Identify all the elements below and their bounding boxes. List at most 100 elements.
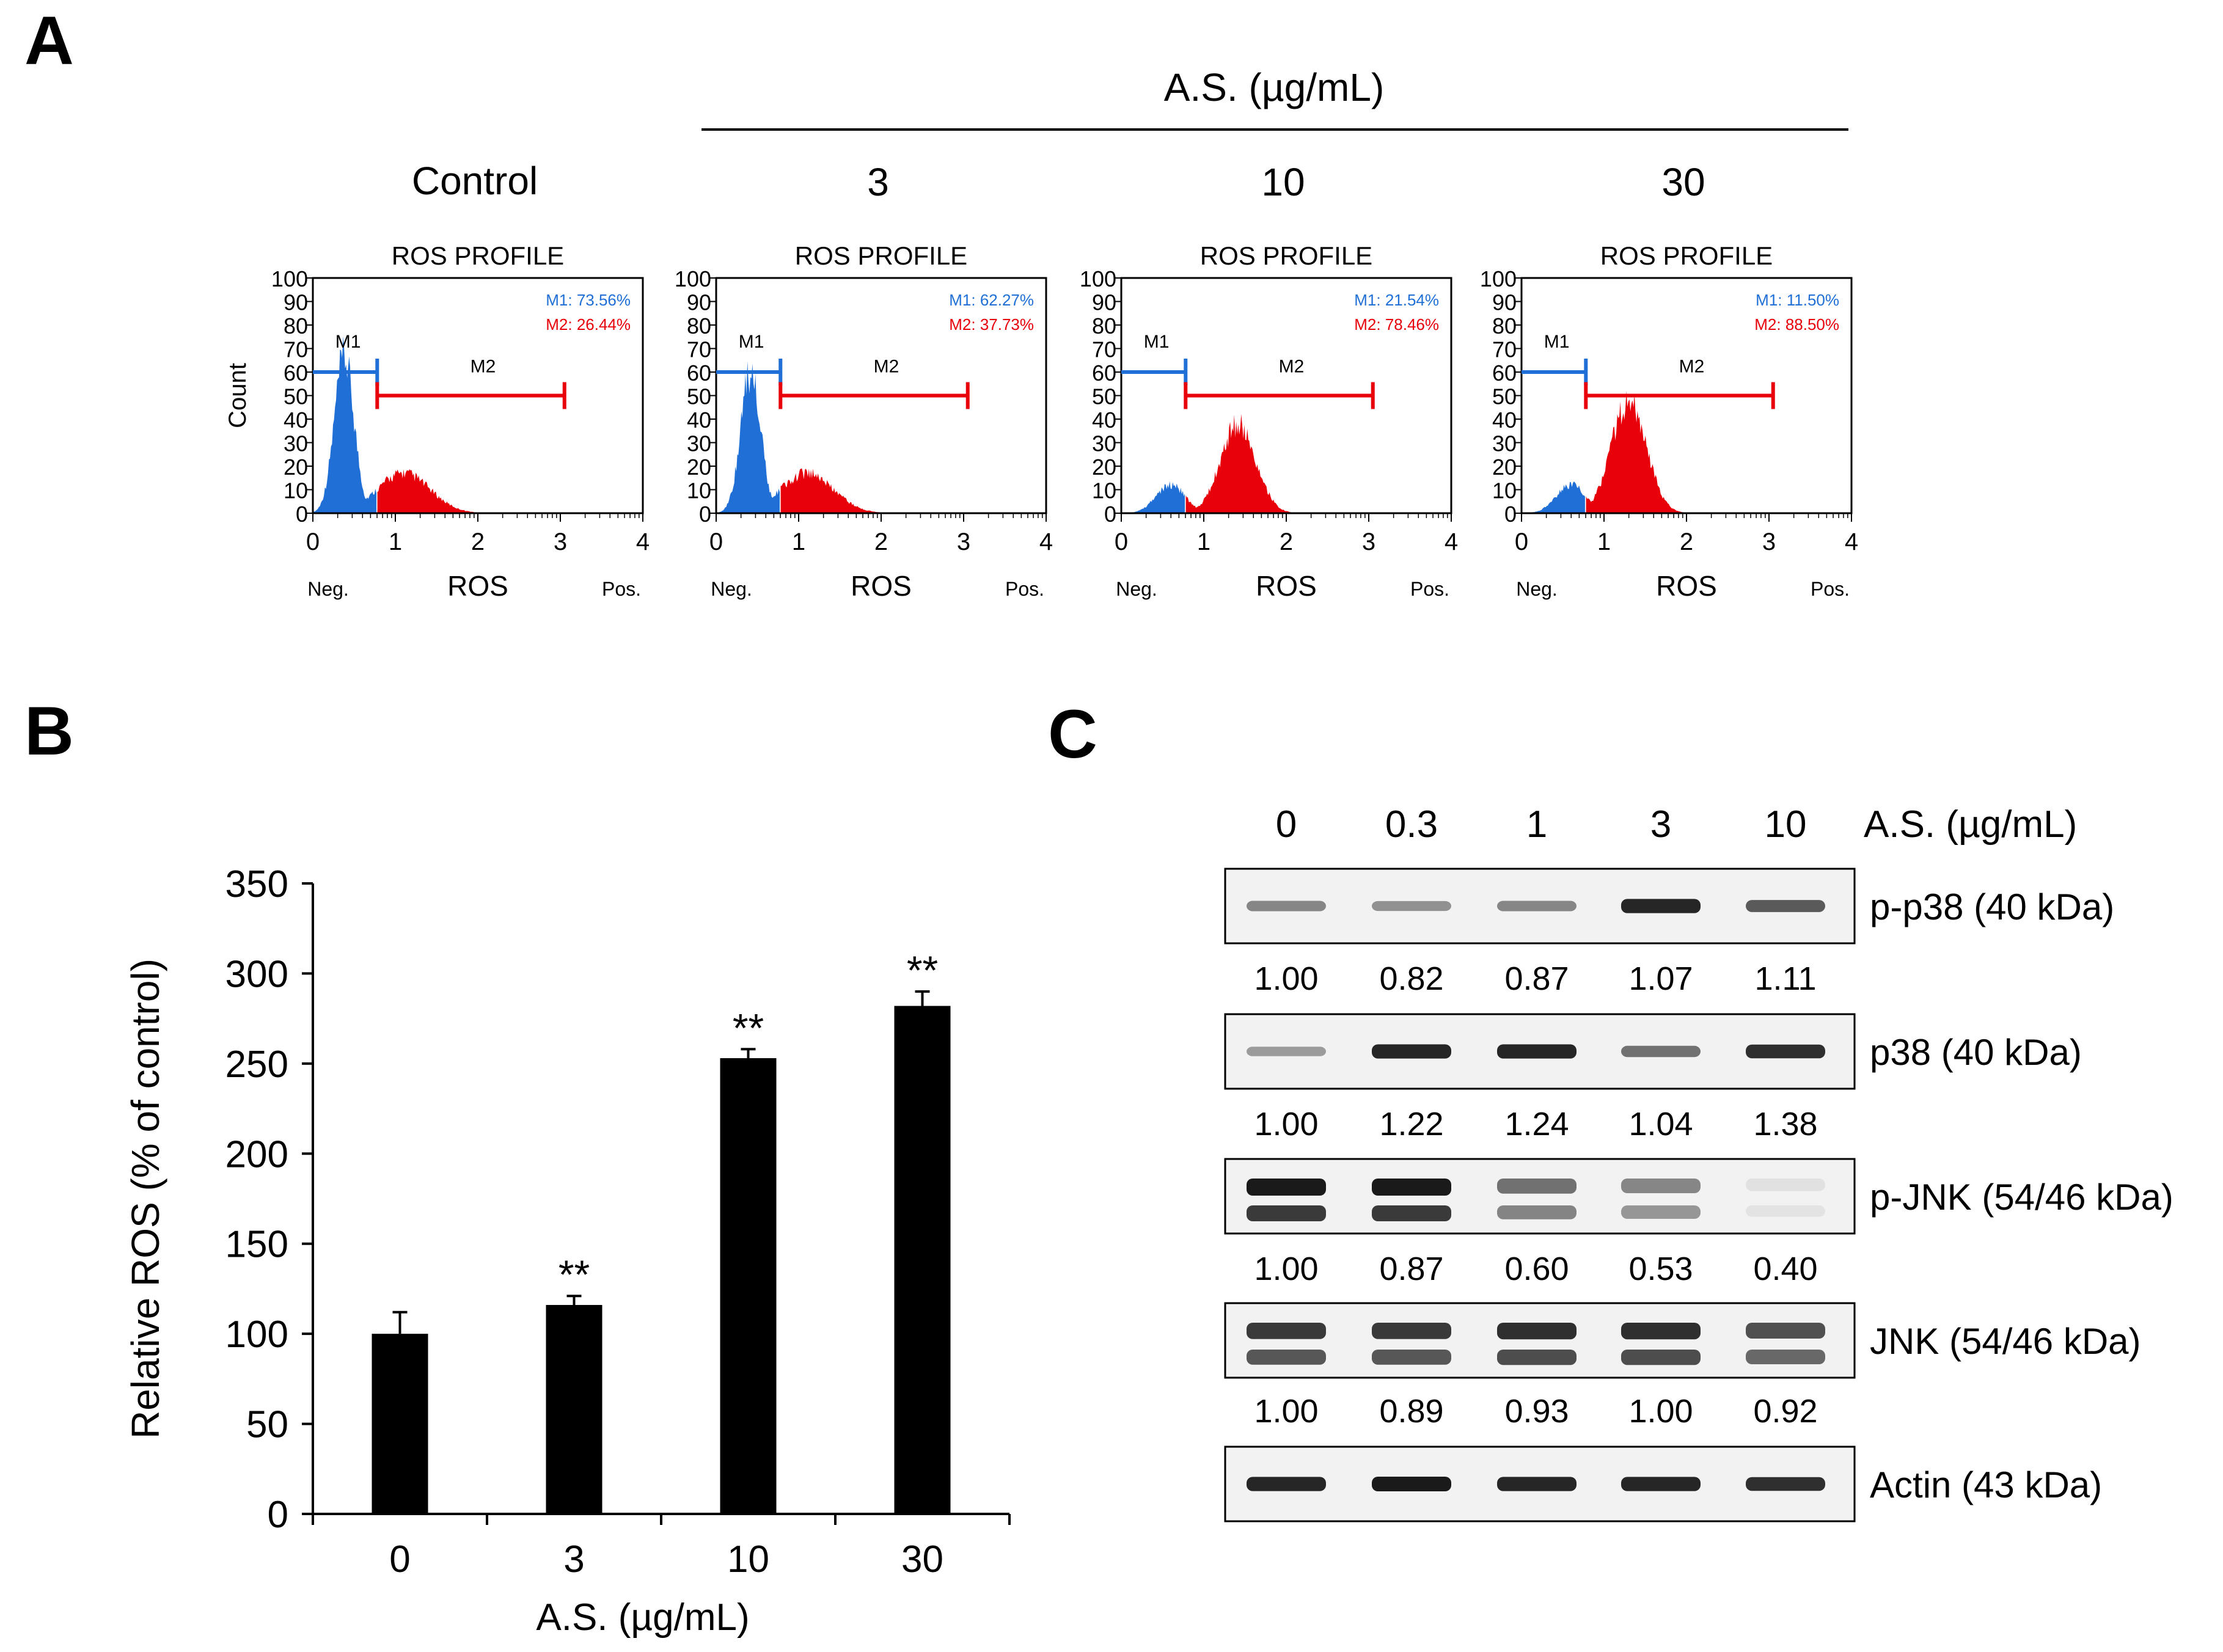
blot-band-upper bbox=[1497, 1323, 1577, 1340]
dose-label: 3 bbox=[1650, 803, 1671, 846]
y-axis-label: Count bbox=[224, 363, 251, 428]
quantification-value: 1.38 bbox=[1753, 1106, 1817, 1142]
blot-band-lower bbox=[1746, 1205, 1825, 1217]
y-tick-label: 10 bbox=[1492, 478, 1517, 503]
blot-band-upper bbox=[1372, 1323, 1451, 1339]
y-axis-label: Relative ROS (% of control) bbox=[123, 959, 167, 1439]
y-tick-label: 70 bbox=[1092, 337, 1116, 362]
quantification-value: 1.00 bbox=[1254, 1106, 1318, 1142]
bar bbox=[720, 1058, 777, 1514]
blot-frame bbox=[1224, 1158, 1856, 1235]
y-tick-label: 40 bbox=[284, 408, 308, 433]
quantification-value: 0.40 bbox=[1753, 1251, 1817, 1287]
x-tick-label: 4 bbox=[1845, 528, 1858, 555]
y-tick-label: 100 bbox=[1480, 266, 1517, 291]
x-tick-label: 2 bbox=[1680, 528, 1693, 555]
blot-band-lower bbox=[1372, 1350, 1451, 1365]
blot-band-lower bbox=[1621, 1350, 1701, 1365]
histogram-m2-fill bbox=[377, 469, 494, 513]
blot-4: Actin (43 kDa) bbox=[1224, 1446, 2102, 1522]
blot-band bbox=[1497, 901, 1577, 912]
quantification-value: 0.92 bbox=[1753, 1393, 1817, 1430]
y-tick-label: 70 bbox=[284, 337, 308, 362]
y-tick-label: 30 bbox=[1492, 431, 1517, 456]
x-tick-label: 0 bbox=[709, 528, 723, 555]
y-tick-label: 40 bbox=[1092, 408, 1116, 433]
y-tick-label: 40 bbox=[687, 408, 711, 433]
blot-label: JNK (54/46 kDa) bbox=[1870, 1321, 2141, 1362]
x-tick-label: 1 bbox=[1597, 528, 1611, 555]
y-tick-label: 30 bbox=[1092, 431, 1116, 456]
blot-band bbox=[1621, 899, 1701, 913]
blot-band bbox=[1621, 1477, 1701, 1491]
y-tick-label: 100 bbox=[1080, 266, 1116, 291]
blot-band bbox=[1497, 1477, 1577, 1491]
blot-band-upper bbox=[1247, 1323, 1326, 1339]
y-tick-label: 10 bbox=[687, 478, 711, 503]
significance-marker: ** bbox=[907, 948, 938, 993]
x-pos-label: Pos. bbox=[1410, 578, 1449, 600]
blot-0: p-p38 (40 kDa) 1.00 0.82 0.87 1.07 1.11 bbox=[1224, 868, 2114, 997]
quantification-value: 0.87 bbox=[1504, 960, 1569, 997]
quantification-value: 0.89 bbox=[1379, 1393, 1443, 1430]
blot-band bbox=[1247, 1047, 1326, 1056]
blot-frame bbox=[1224, 1302, 1856, 1379]
quantification-value: 1.22 bbox=[1379, 1106, 1443, 1142]
y-tick-label: 40 bbox=[1492, 408, 1517, 433]
blot-1: p38 (40 kDa) 1.00 1.22 1.24 1.04 1.38 bbox=[1224, 1013, 2082, 1142]
y-tick-label: 50 bbox=[246, 1404, 288, 1446]
histogram-title: ROS PROFILE bbox=[1600, 241, 1773, 270]
x-tick-label: 3 bbox=[1762, 528, 1776, 555]
y-tick-label: 150 bbox=[225, 1224, 288, 1266]
x-neg-label: Neg. bbox=[307, 578, 349, 600]
significance-marker: ** bbox=[733, 1005, 764, 1050]
y-tick-label: 30 bbox=[687, 431, 711, 456]
m2-percentage: M2: 88.50% bbox=[1754, 315, 1839, 334]
dose-label: 1 bbox=[1526, 803, 1547, 846]
y-tick-label: 50 bbox=[687, 384, 711, 409]
x-axis-label: ROS bbox=[851, 570, 912, 602]
blot-band-upper bbox=[1621, 1323, 1701, 1340]
m2-percentage: M2: 37.73% bbox=[949, 315, 1034, 334]
blot-2: p-JNK (54/46 kDa) 1.00 0.87 0.60 0.53 0.40 bbox=[1224, 1158, 2174, 1287]
blot-band-lower bbox=[1372, 1205, 1451, 1221]
y-tick-label: 250 bbox=[225, 1043, 288, 1086]
x-tick-label: 3 bbox=[1362, 528, 1375, 555]
y-tick-label: 20 bbox=[687, 455, 711, 480]
blot-band bbox=[1746, 900, 1825, 912]
x-tick-label: 3 bbox=[563, 1538, 584, 1581]
quantification-value: 1.24 bbox=[1504, 1106, 1569, 1142]
gate-m1-label: M1 bbox=[1544, 332, 1570, 352]
y-tick-label: 0 bbox=[296, 502, 308, 527]
blot-band bbox=[1372, 1044, 1451, 1059]
y-tick-label: 20 bbox=[1092, 455, 1116, 480]
y-tick-label: 70 bbox=[687, 337, 711, 362]
blot-band-upper bbox=[1746, 1323, 1825, 1339]
x-tick-label: 10 bbox=[727, 1538, 769, 1581]
y-tick-label: 30 bbox=[284, 431, 308, 456]
blot-band-upper bbox=[1372, 1179, 1451, 1196]
x-neg-label: Neg. bbox=[1116, 578, 1157, 600]
quantification-value: 0.60 bbox=[1504, 1251, 1569, 1287]
x-tick-label: 0 bbox=[389, 1538, 410, 1581]
quantification-value: 0.93 bbox=[1504, 1393, 1569, 1430]
blot-band-lower bbox=[1247, 1350, 1326, 1365]
gate-m1-label: M1 bbox=[739, 332, 764, 352]
y-tick-label: 0 bbox=[1504, 502, 1517, 527]
panel-b-bar-chart: 0 50 100 150 200 250 300 350 0 3 ** 10 ** 30 ** A.S. (µ… bbox=[123, 863, 1011, 1639]
x-tick-label: 2 bbox=[1280, 528, 1293, 555]
y-tick-label: 60 bbox=[687, 360, 711, 386]
m2-percentage: M2: 26.44% bbox=[546, 315, 631, 334]
x-tick-label: 0 bbox=[306, 528, 320, 555]
y-tick-label: 90 bbox=[284, 290, 308, 315]
quantification-value: 1.00 bbox=[1254, 1251, 1318, 1287]
y-tick-label: 60 bbox=[1092, 360, 1116, 386]
blot-band bbox=[1746, 1044, 1825, 1059]
blot-band-lower bbox=[1497, 1205, 1577, 1219]
x-axis-label: ROS bbox=[1256, 570, 1317, 602]
x-tick-label: 3 bbox=[957, 528, 970, 555]
quantification-value: 1.00 bbox=[1254, 960, 1318, 997]
dose-header-label: A.S. (µg/mL) bbox=[1864, 803, 2077, 846]
